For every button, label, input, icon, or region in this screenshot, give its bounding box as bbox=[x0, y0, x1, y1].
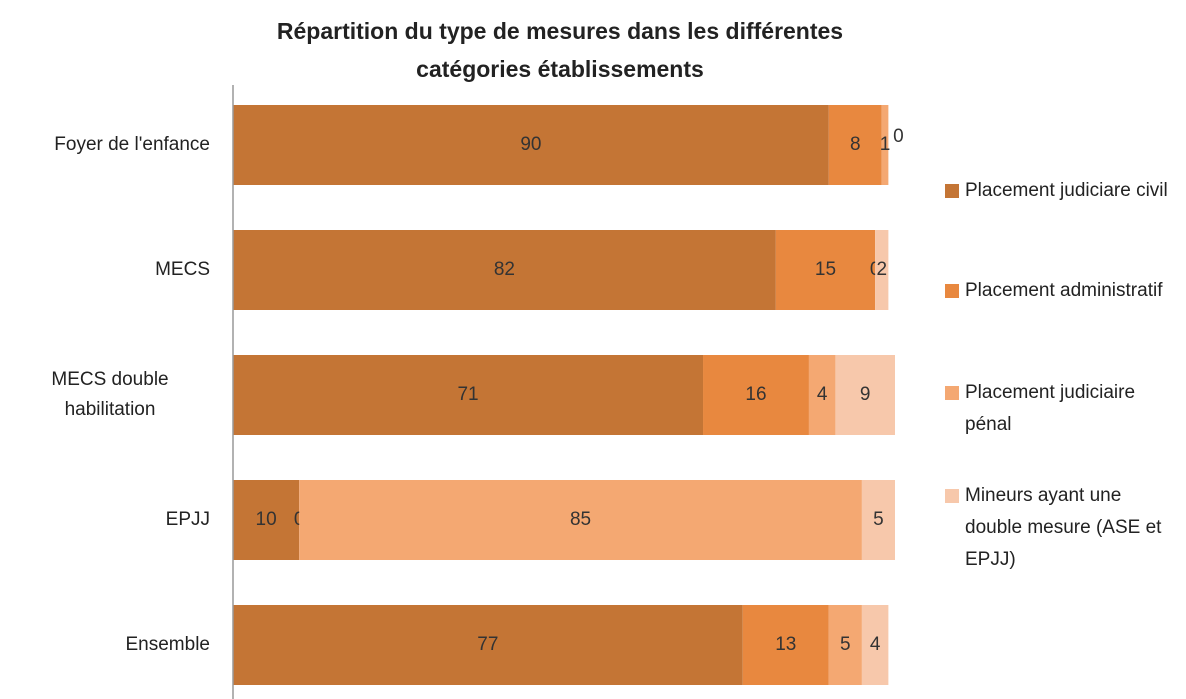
bar-segment bbox=[233, 480, 300, 560]
category-label: MECS double habilitation bbox=[10, 365, 210, 425]
legend-entry: Placement administratif bbox=[945, 275, 1180, 307]
bar-segment bbox=[775, 230, 876, 310]
category-text: Foyer de l'enfance bbox=[54, 134, 210, 155]
value-label: 77 bbox=[477, 634, 498, 655]
bar-segment bbox=[808, 355, 836, 435]
legend-swatch bbox=[945, 284, 959, 298]
value-label: 90 bbox=[520, 134, 541, 155]
category-label: EPJJ bbox=[10, 505, 210, 535]
bar-segment bbox=[233, 105, 829, 185]
legend-swatch bbox=[945, 386, 959, 400]
bar-segment bbox=[299, 480, 862, 560]
chart-title: Répartition du type de mesures dans les … bbox=[276, 18, 844, 82]
bar-segment bbox=[703, 355, 809, 435]
bar-segment bbox=[742, 605, 829, 685]
value-label: 4 bbox=[870, 634, 881, 655]
value-label: 5 bbox=[873, 509, 884, 530]
category-text: MECS bbox=[155, 259, 210, 280]
value-label: 5 bbox=[840, 634, 851, 655]
bar-segment bbox=[881, 105, 889, 185]
category-label: Ensemble bbox=[10, 630, 211, 660]
value-label: 8 bbox=[850, 134, 861, 155]
category-text: Ensemble bbox=[125, 634, 211, 655]
legend-entry: Placement judiciaire pénal bbox=[945, 377, 1180, 441]
value-label: 10 bbox=[256, 509, 277, 530]
value-label: 82 bbox=[494, 259, 515, 280]
bar-segment bbox=[233, 605, 743, 685]
category-text: EPJJ bbox=[165, 509, 210, 530]
bar-segment bbox=[835, 355, 895, 435]
value-label: 0 bbox=[893, 126, 904, 147]
value-label: 9 bbox=[860, 384, 871, 405]
bar-segment bbox=[233, 230, 776, 310]
bar-segment bbox=[875, 230, 889, 310]
category-label: MECS bbox=[10, 255, 210, 285]
legend-entry: Placement judiciare civil bbox=[945, 175, 1180, 207]
value-label: 4 bbox=[817, 384, 828, 405]
bar-segment bbox=[828, 605, 862, 685]
legend-label: Placement judiciare civil bbox=[965, 180, 1168, 201]
category-label: Foyer de l'enfance bbox=[10, 130, 210, 160]
bar-segment bbox=[233, 355, 704, 435]
legend-label: Mineurs ayant une double mesure (ASE et … bbox=[965, 485, 1162, 570]
value-label: 16 bbox=[745, 384, 766, 405]
bar-segment bbox=[861, 480, 895, 560]
legend-swatch bbox=[945, 184, 959, 198]
value-label: 15 bbox=[815, 259, 836, 280]
bar-segment bbox=[861, 605, 889, 685]
bar-segment bbox=[828, 105, 882, 185]
value-label: 71 bbox=[457, 384, 478, 405]
legend-swatch bbox=[945, 489, 959, 503]
legend-label: Placement administratif bbox=[965, 280, 1163, 301]
legend-label: Placement judiciaire pénal bbox=[965, 382, 1136, 435]
value-label: 2 bbox=[876, 259, 887, 280]
legend-entry: Mineurs ayant une double mesure (ASE et … bbox=[945, 480, 1180, 576]
value-label: 1 bbox=[880, 134, 891, 155]
category-text: MECS double habilitation bbox=[51, 369, 169, 420]
value-label: 85 bbox=[570, 509, 591, 530]
value-label: 13 bbox=[775, 634, 796, 655]
